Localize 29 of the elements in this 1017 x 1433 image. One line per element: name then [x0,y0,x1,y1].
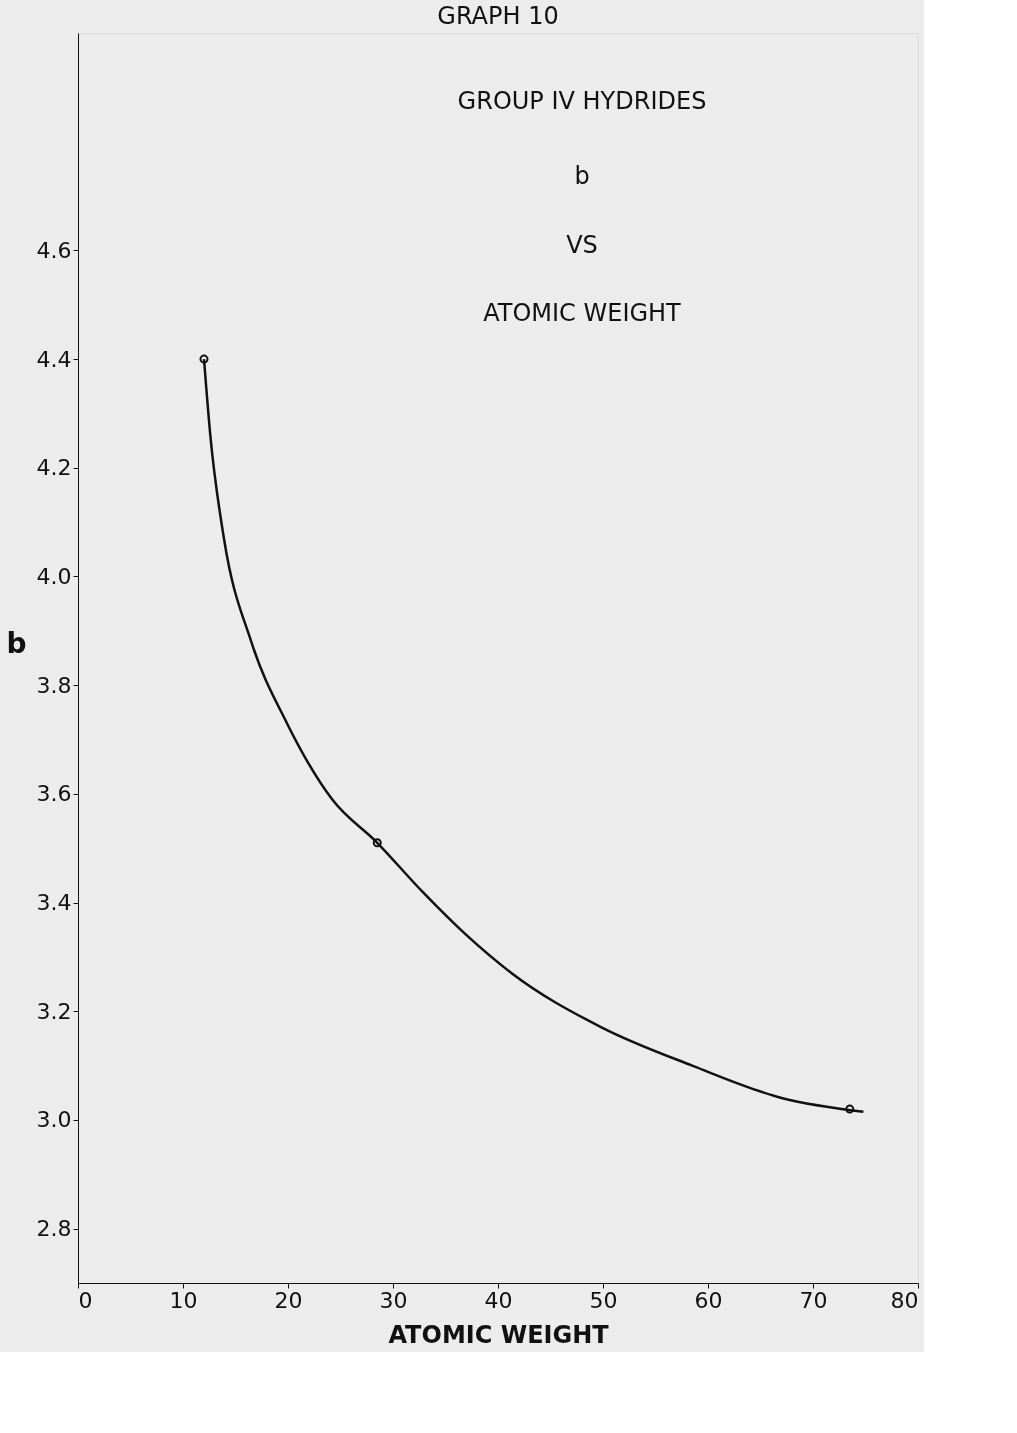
y-tick-label: 3.0 [36,1107,72,1133]
x-tick-label: 30 [379,1287,408,1313]
y-tick-label: 3.6 [36,781,72,807]
chart-title: GRAPH 10 [437,2,559,30]
annotation: b [574,161,590,190]
y-tick-label: 3.4 [36,890,72,916]
y-tick-label: 3.8 [36,672,72,698]
x-tick-label: 0 [78,1287,93,1313]
y-tick-label: 2.8 [36,1216,72,1242]
point [372,838,382,848]
annotation: VS [566,230,598,259]
y-tick-label: 4.2 [36,455,72,481]
x-tick-label: 60 [694,1287,723,1313]
x-tick-label: 70 [799,1287,828,1313]
x-axis-title: ATOMIC WEIGHT [388,1320,610,1349]
y-tick-label: 4.4 [36,346,72,372]
y-axis-title: b [6,626,27,660]
y-tick-label: 3.2 [36,998,72,1024]
point [845,1104,855,1114]
y-tick-label: 4.6 [36,237,72,263]
annotation: ATOMIC WEIGHT [483,299,682,328]
y-tick-label: 4.0 [36,563,72,589]
x-tick-label: 80 [890,1287,919,1313]
x-tick-label: 10 [169,1287,198,1313]
line-series [202,357,865,1114]
x-tick-label: 50 [589,1287,618,1313]
x-tick-label: 40 [484,1287,513,1313]
annotation: GROUP IV HYDRIDES [457,86,707,115]
x-tick-label: 20 [274,1287,303,1313]
